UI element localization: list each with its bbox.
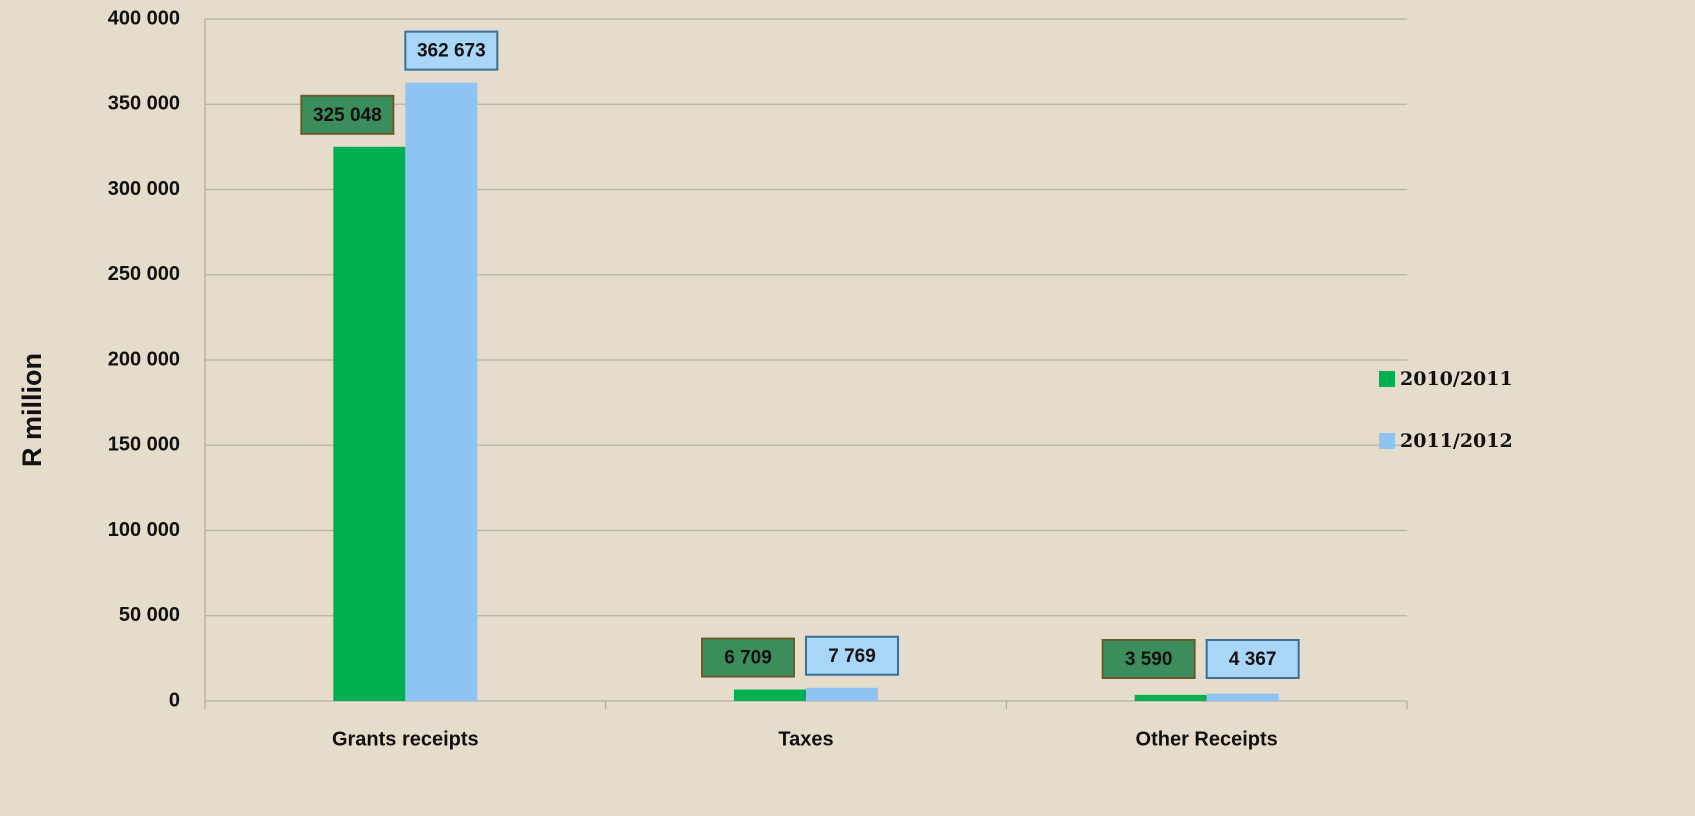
bar [405, 82, 478, 702]
bar [1206, 693, 1279, 701]
value-label-box [805, 635, 899, 676]
x-tick-label: Other Receipts [1136, 728, 1278, 750]
y-axis-label: R million [17, 353, 47, 467]
y-tick-label: 250 000 [108, 263, 180, 285]
value-label: 7 769 [828, 646, 876, 667]
legend-label: 2011/2012 [1400, 430, 1513, 452]
bar [333, 146, 406, 702]
x-tick-label: Grants receipts [332, 728, 479, 750]
legend-swatch [1379, 433, 1395, 449]
bar [806, 687, 878, 701]
y-tick-label: 300 000 [108, 178, 180, 200]
value-label-box [404, 30, 499, 71]
value-label: 6 709 [724, 648, 772, 669]
y-tick-label: 350 000 [108, 93, 180, 115]
value-label: 4 367 [1229, 649, 1277, 670]
value-label: 362 673 [417, 41, 486, 62]
value-label-box [300, 94, 395, 135]
y-tick-label: 150 000 [108, 434, 180, 456]
value-label-box [1101, 639, 1196, 679]
value-label-box [701, 637, 795, 678]
bar [734, 689, 806, 701]
y-tick-label: 100 000 [108, 519, 180, 541]
value-label: 3 590 [1125, 649, 1173, 670]
y-tick-label: 400 000 [108, 7, 180, 29]
y-tick-label: 200 000 [108, 348, 180, 370]
value-label: 325 048 [313, 105, 382, 126]
legend-swatch [1379, 371, 1395, 387]
legend-label: 2010/2011 [1400, 368, 1513, 390]
value-label-box [1205, 639, 1300, 679]
x-tick-label: Taxes [778, 728, 833, 750]
y-tick-label: 0 [169, 689, 180, 711]
y-tick-label: 50 000 [119, 604, 180, 626]
bar [1134, 694, 1207, 701]
